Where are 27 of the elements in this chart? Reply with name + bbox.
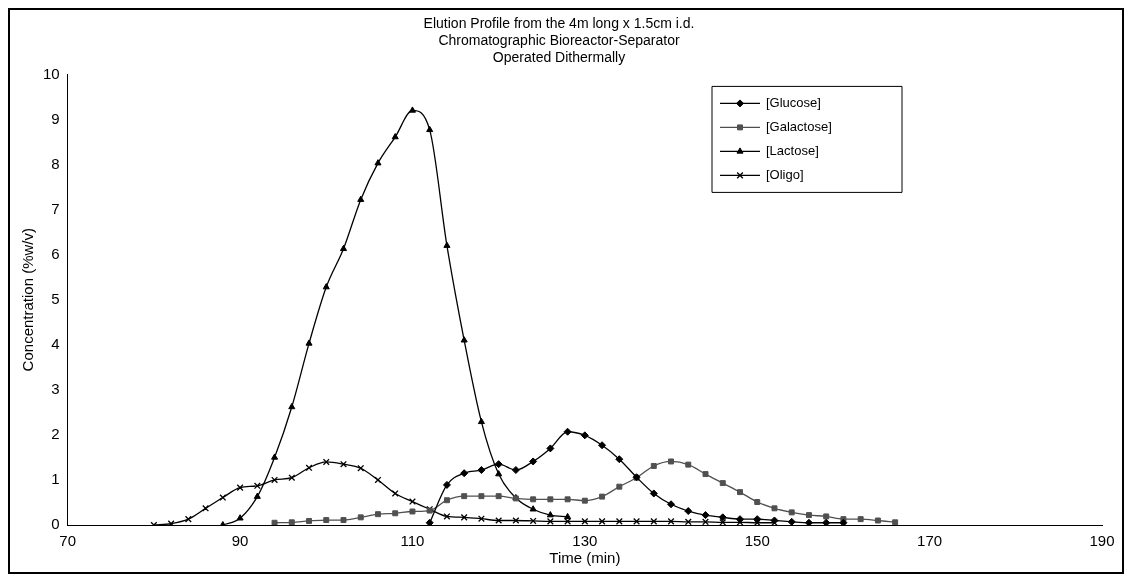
y-tick-label: 1 <box>51 470 60 488</box>
y-tick-label: 8 <box>51 154 60 172</box>
y-tick-label: 0 <box>51 515 60 533</box>
x-tick-label: 190 <box>1089 532 1115 550</box>
legend-label: [Oligo] <box>766 166 804 182</box>
x-tick-label: 110 <box>400 532 425 550</box>
x-tick-label: 130 <box>572 532 598 550</box>
y-tick-label: 2 <box>51 425 60 443</box>
x-axis-title: Time (min) <box>549 549 621 567</box>
x-tick-label: 90 <box>231 532 249 550</box>
text: Elution Profile from the 4m long x 1.5cm i.d. <box>423 15 695 32</box>
y-tick-label: 9 <box>51 109 60 127</box>
legend-label: [Galactose] <box>766 118 832 134</box>
y-tick-label: 3 <box>51 379 60 397</box>
x-tick-label: 150 <box>744 532 770 550</box>
text: Operated Dithermally <box>492 48 626 65</box>
y-tick-label: 5 <box>51 289 60 307</box>
y-tick-label: 6 <box>51 244 60 262</box>
y-axis-title: Concentration (%w/v) <box>19 228 37 372</box>
x-tick-label: 170 <box>917 532 943 550</box>
text: Chromatographic Bioreactor-Separator <box>438 32 680 49</box>
legend-label: [Lactose] <box>766 142 819 158</box>
y-tick-label: 7 <box>51 199 60 217</box>
y-tick-label: 4 <box>51 334 60 352</box>
legend-label: [Glucose] <box>766 94 821 110</box>
x-tick-label: 70 <box>59 532 77 550</box>
y-tick-label: 10 <box>43 64 60 82</box>
